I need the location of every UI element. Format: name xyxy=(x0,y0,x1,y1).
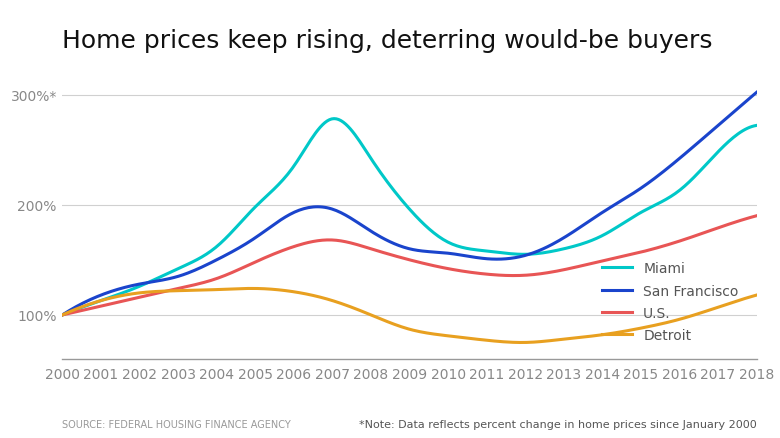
Line: U.S.: U.S. xyxy=(62,216,757,315)
Text: SOURCE: FEDERAL HOUSING FINANCE AGENCY: SOURCE: FEDERAL HOUSING FINANCE AGENCY xyxy=(62,419,291,429)
Detroit xyxy=(692,312,701,317)
U.S. xyxy=(483,272,492,277)
Text: Home prices keep rising, deterring would-be buyers: Home prices keep rising, deterring would… xyxy=(62,28,713,53)
Detroit xyxy=(517,340,526,345)
Miami xyxy=(752,124,761,129)
Detroit xyxy=(473,337,483,342)
Line: San Francisco: San Francisco xyxy=(62,93,757,315)
Miami xyxy=(329,117,339,122)
Detroit xyxy=(752,293,761,298)
Line: Miami: Miami xyxy=(62,120,757,315)
San Francisco xyxy=(643,181,652,187)
Line: Detroit: Detroit xyxy=(62,289,757,343)
Detroit xyxy=(485,338,495,343)
San Francisco xyxy=(483,257,492,262)
San Francisco xyxy=(60,311,69,316)
Miami xyxy=(690,175,699,180)
Text: *Note: Data reflects percent change in home prices since January 2000: *Note: Data reflects percent change in h… xyxy=(359,419,757,429)
Detroit xyxy=(647,324,657,329)
U.S. xyxy=(469,270,478,276)
U.S. xyxy=(752,214,761,219)
Miami xyxy=(645,206,654,211)
San Francisco xyxy=(752,91,761,96)
Miami xyxy=(471,247,480,253)
Detroit xyxy=(246,286,255,291)
Miami xyxy=(485,249,495,254)
San Francisco xyxy=(687,146,697,152)
Detroit xyxy=(60,311,69,317)
U.S. xyxy=(60,312,69,317)
Miami xyxy=(58,313,67,318)
U.S. xyxy=(643,248,652,254)
Miami xyxy=(473,248,483,253)
Legend: Miami, San Francisco, U.S., Detroit: Miami, San Francisco, U.S., Detroit xyxy=(597,258,743,346)
Detroit xyxy=(58,313,67,318)
Miami xyxy=(60,311,69,317)
San Francisco xyxy=(58,313,67,318)
U.S. xyxy=(58,313,67,318)
San Francisco xyxy=(471,255,480,261)
U.S. xyxy=(687,235,697,240)
San Francisco xyxy=(469,255,478,260)
U.S. xyxy=(471,271,480,276)
Detroit xyxy=(471,337,480,342)
